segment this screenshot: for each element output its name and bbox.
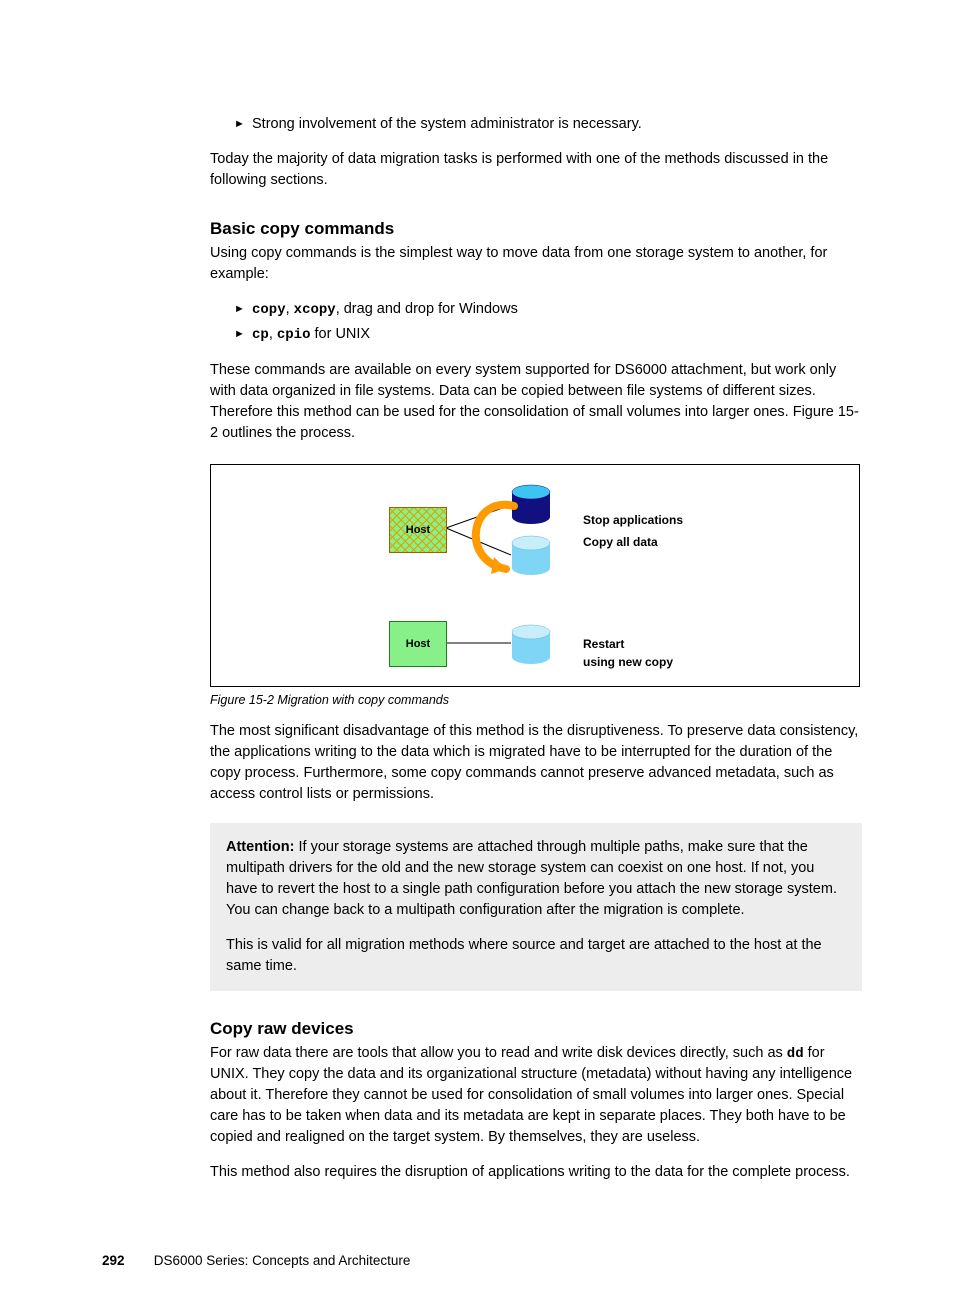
figure-text-copy: Copy all data bbox=[583, 535, 658, 549]
cmd-cp: cp bbox=[252, 327, 269, 343]
attention-note: Attention: If your storage systems are a… bbox=[210, 823, 862, 991]
footer-page-number: 292 bbox=[102, 1253, 150, 1268]
note-label: Attention: bbox=[226, 839, 294, 855]
heading-copy-raw: Copy raw devices bbox=[210, 1019, 862, 1039]
note-p1: Attention: If your storage systems are a… bbox=[226, 837, 846, 921]
sec1-para2: These commands are available on every sy… bbox=[210, 360, 862, 444]
host1-label: Host bbox=[390, 508, 446, 552]
sec2-para2: This method also requires the disruption… bbox=[210, 1162, 862, 1183]
sec1-bullet-1: ► copy, xcopy, drag and drop for Windows bbox=[234, 299, 862, 320]
sec2-lead1a: For raw data there are tools that allow … bbox=[210, 1045, 787, 1061]
note-p1-text: If your storage systems are attached thr… bbox=[226, 839, 837, 918]
footer-book-title: DS6000 Series: Concepts and Architecture bbox=[154, 1253, 411, 1268]
cmd-copy: copy bbox=[252, 302, 286, 318]
intro-bullet-text: Strong involvement of the system adminis… bbox=[252, 114, 642, 135]
bullet-marker-icon: ► bbox=[234, 324, 252, 343]
intro-para: Today the majority of data migration tas… bbox=[210, 149, 862, 191]
bullet-marker-icon: ► bbox=[234, 114, 252, 133]
host-box-hatched: Host bbox=[389, 507, 447, 553]
figure-15-2: Host Host Stop applications Copy all dat… bbox=[210, 464, 860, 687]
sec1-bullet-2-text: cp, cpio for UNIX bbox=[252, 324, 370, 345]
page-content: ► Strong involvement of the system admin… bbox=[0, 0, 954, 1308]
bullet-marker-icon: ► bbox=[234, 299, 252, 318]
sec1-bullet-1-text: copy, xcopy, drag and drop for Windows bbox=[252, 299, 518, 320]
host2-label: Host bbox=[390, 622, 446, 666]
host-box-green: Host bbox=[389, 621, 447, 667]
cmd-cpio: cpio bbox=[277, 327, 311, 343]
figure-text-restart: Restart bbox=[583, 637, 624, 651]
cmd-xcopy: xcopy bbox=[294, 302, 336, 318]
figure-caption: Figure 15-2 Migration with copy commands bbox=[210, 693, 862, 707]
sec1-b2-rest: for UNIX bbox=[310, 326, 370, 342]
sec2-para1: For raw data there are tools that allow … bbox=[210, 1043, 862, 1148]
figure-text-newcopy: using new copy bbox=[583, 655, 673, 669]
page-footer: 292 DS6000 Series: Concepts and Architec… bbox=[102, 1253, 862, 1268]
sec1-b1-rest: , drag and drop for Windows bbox=[336, 301, 518, 317]
after-figure-para: The most significant disadvantage of thi… bbox=[210, 721, 862, 805]
intro-bullet: ► Strong involvement of the system admin… bbox=[234, 114, 862, 135]
note-p2: This is valid for all migration methods … bbox=[226, 935, 846, 977]
cmd-dd: dd bbox=[787, 1046, 804, 1062]
sec1-bullet-2: ► cp, cpio for UNIX bbox=[234, 324, 862, 345]
sec1-lead: Using copy commands is the simplest way … bbox=[210, 243, 862, 285]
figure-text-stop: Stop applications bbox=[583, 513, 683, 527]
heading-basic-copy: Basic copy commands bbox=[210, 219, 862, 239]
figure-svg bbox=[211, 465, 859, 686]
